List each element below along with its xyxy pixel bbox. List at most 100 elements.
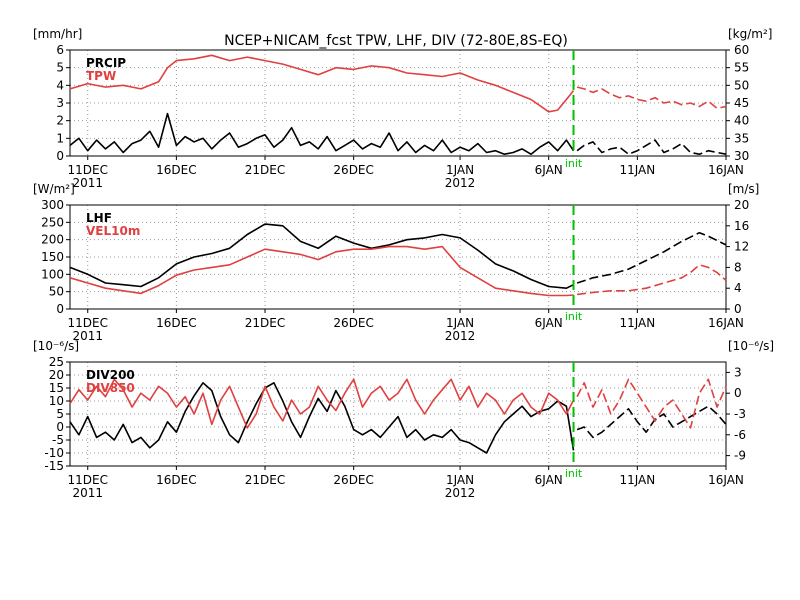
y-tick-label-right: 55 <box>734 61 749 75</box>
x-tick-label: 21DEC <box>245 163 285 177</box>
x-tick-label: 11DEC <box>67 473 107 487</box>
x-tick-label: 16DEC <box>156 316 196 330</box>
y-tick-label-right: 0 <box>734 386 742 400</box>
x-tick-label: 26DEC <box>333 316 373 330</box>
x-tick-label: 11DEC <box>67 163 107 177</box>
y-tick-label-left: -15 <box>44 459 64 473</box>
x-year-label: 2012 <box>445 329 476 343</box>
y-tick-label-right: -9 <box>734 449 746 463</box>
x-tick-label: 21DEC <box>245 473 285 487</box>
x-year-label: 2012 <box>445 486 476 500</box>
y-tick-label-left: 300 <box>41 198 64 212</box>
y-tick-label-right: 20 <box>734 198 749 212</box>
y-tick-label-left: 0 <box>56 302 64 316</box>
y-tick-label-left: 5 <box>56 407 64 421</box>
x-tick-label: 16DEC <box>156 473 196 487</box>
y-tick-label-left: 20 <box>49 368 64 382</box>
plot-frame <box>69 204 727 310</box>
y-tick-label-left: 0 <box>56 149 64 163</box>
right-unit-label: [kg/m²] <box>728 27 772 41</box>
y-tick-label-left: 3 <box>56 96 64 110</box>
series-line <box>69 112 575 155</box>
y-tick-label-right: 0 <box>734 302 742 316</box>
y-tick-label-left: 2 <box>56 114 64 128</box>
series-line <box>69 245 574 297</box>
legend-label: DIV850 <box>86 381 135 395</box>
init-label: init <box>565 467 583 480</box>
y-tick-label-left: 10 <box>49 394 64 408</box>
series-line <box>576 231 727 284</box>
y-tick-label-right: -3 <box>734 407 746 421</box>
chart-title: NCEP+NICAM_fcst TPW, LHF, DIV (72-80E,8S… <box>224 33 568 49</box>
series-line <box>576 405 727 439</box>
y-tick-label-right: 40 <box>734 114 749 128</box>
y-tick-label-left: 0 <box>56 420 64 434</box>
x-tick-label: 16JAN <box>708 473 744 487</box>
x-tick-label: 6JAN <box>535 316 563 330</box>
y-tick-label-right: 4 <box>734 281 742 295</box>
y-tick-label-left: -10 <box>44 446 64 460</box>
y-tick-label-right: -6 <box>734 428 746 442</box>
series-line <box>577 263 727 296</box>
x-tick-label: 6JAN <box>535 473 563 487</box>
x-tick-label: 11JAN <box>619 473 655 487</box>
init-label: init <box>565 310 583 323</box>
y-tick-label-left: 250 <box>41 215 64 229</box>
legend-label: DIV200 <box>86 368 135 382</box>
x-tick-label: 21DEC <box>245 316 285 330</box>
y-tick-label-left: 5 <box>56 61 64 75</box>
y-tick-label-right: 8 <box>734 260 742 274</box>
legend-label: TPW <box>86 69 116 83</box>
y-tick-label-left: 150 <box>41 250 64 264</box>
y-tick-label-left: 1 <box>56 131 64 145</box>
legend-label: VEL10m <box>86 224 140 238</box>
y-tick-label-right: 12 <box>734 240 749 254</box>
x-tick-label: 1JAN <box>446 473 474 487</box>
left-unit-label: [mm/hr] <box>33 27 82 41</box>
plot-frame <box>69 49 727 157</box>
x-tick-label: 16DEC <box>156 163 196 177</box>
x-tick-label: 16JAN <box>708 163 744 177</box>
series-line <box>69 378 575 429</box>
x-tick-label: 26DEC <box>333 163 373 177</box>
y-tick-label-right: 35 <box>734 131 749 145</box>
x-year-label: 2012 <box>445 176 476 190</box>
y-tick-label-left: -5 <box>52 433 64 447</box>
y-tick-label-right: 45 <box>734 96 749 110</box>
right-unit-label: [m/s] <box>728 182 759 196</box>
y-tick-label-left: 200 <box>41 233 64 247</box>
y-tick-label-right: 30 <box>734 149 749 163</box>
series-line <box>576 139 727 155</box>
series-line <box>576 378 727 429</box>
y-tick-label-right: 16 <box>734 219 749 233</box>
x-tick-label: 11JAN <box>619 316 655 330</box>
right-unit-label: [10⁻⁶/s] <box>728 339 774 353</box>
x-tick-label: 11JAN <box>619 163 655 177</box>
series-line <box>69 54 575 113</box>
x-year-label: 2011 <box>72 329 103 343</box>
series-line <box>69 381 575 454</box>
series-line <box>69 223 574 290</box>
x-tick-label: 6JAN <box>535 163 563 177</box>
y-tick-label-left: 50 <box>49 285 64 299</box>
left-unit-label: [W/m²] <box>33 182 75 196</box>
legend-label: LHF <box>86 211 112 225</box>
legend-label: PRCIP <box>86 56 126 70</box>
y-tick-label-left: 15 <box>49 381 64 395</box>
plot-frame <box>69 361 727 467</box>
x-year-label: 2011 <box>72 486 103 500</box>
y-tick-label-right: 3 <box>734 365 742 379</box>
x-year-label: 2011 <box>72 176 103 190</box>
y-tick-label-left: 4 <box>56 78 64 92</box>
x-tick-label: 1JAN <box>446 316 474 330</box>
y-tick-label-left: 100 <box>41 267 64 281</box>
y-tick-label-left: 25 <box>49 355 64 369</box>
y-tick-label-right: 60 <box>734 43 749 57</box>
x-tick-label: 26DEC <box>333 473 373 487</box>
x-tick-label: 1JAN <box>446 163 474 177</box>
series-line <box>576 86 727 110</box>
y-tick-label-right: 50 <box>734 78 749 92</box>
init-label: init <box>565 157 583 170</box>
left-unit-label: [10⁻⁶/s] <box>33 339 79 353</box>
